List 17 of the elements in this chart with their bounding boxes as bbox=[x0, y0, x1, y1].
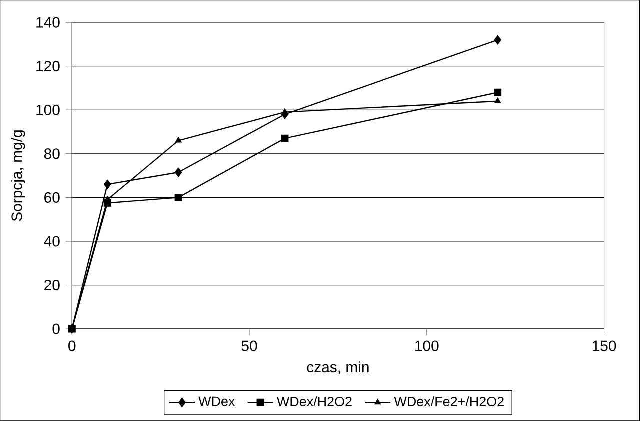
y-tick-label: 0 bbox=[52, 324, 60, 334]
x-tick-label: 50 bbox=[242, 340, 258, 352]
y-tick-label: 60 bbox=[44, 192, 60, 203]
legend-label: WDex bbox=[198, 396, 236, 406]
x-tick-label: 100 bbox=[416, 340, 439, 352]
y-axis-title: Sorpcja, mg/g bbox=[11, 130, 26, 222]
y-tick-label: 20 bbox=[44, 280, 60, 290]
legend-label: WDex/H2O2 bbox=[276, 396, 352, 406]
x-tick-label: 150 bbox=[592, 340, 616, 352]
y-tick-label: 40 bbox=[44, 236, 60, 247]
y-tick-label: 100 bbox=[36, 104, 60, 116]
x-axis-title: czas, min bbox=[307, 361, 369, 374]
y-tick-label: 120 bbox=[36, 60, 60, 72]
x-tick-label: 0 bbox=[68, 340, 76, 352]
legend-label: WDex/Fe2+/H2O2 bbox=[394, 396, 504, 406]
y-tick-label: 80 bbox=[44, 148, 60, 160]
y-tick-label: 140 bbox=[36, 17, 60, 28]
